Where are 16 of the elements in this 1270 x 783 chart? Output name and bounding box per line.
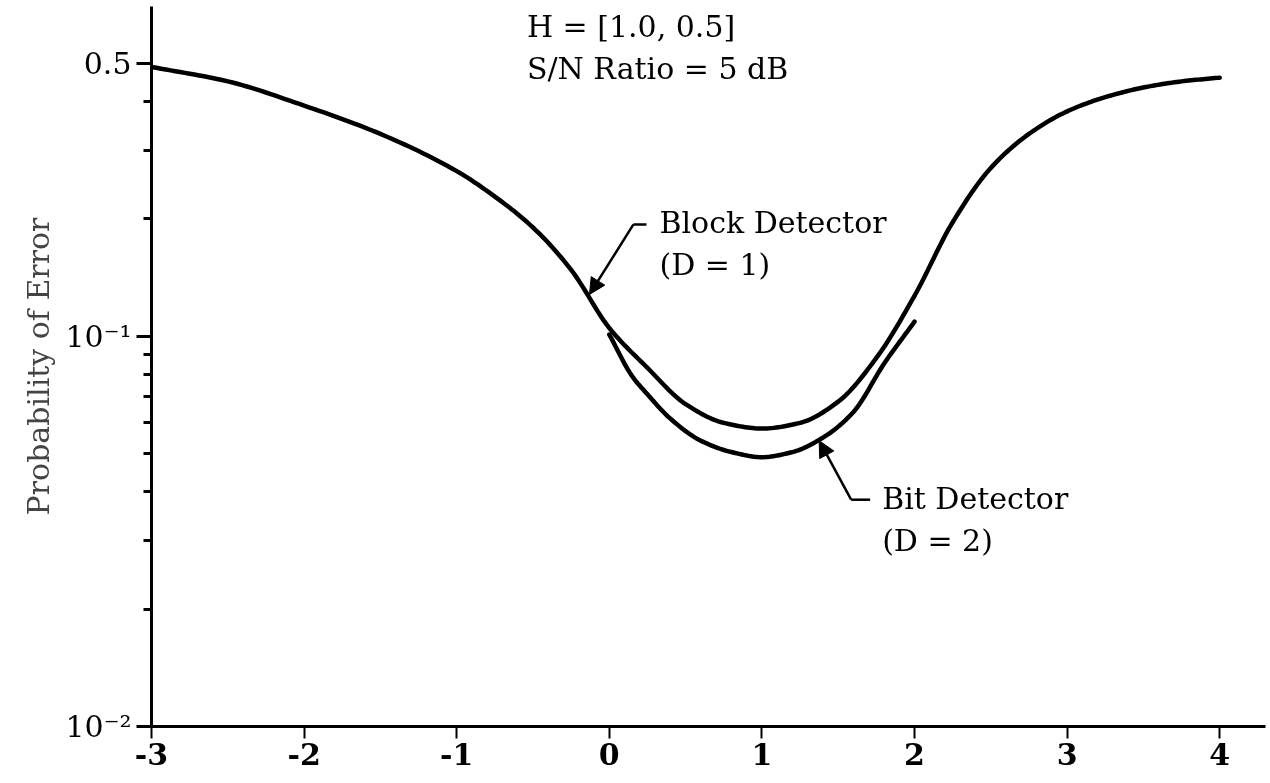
chart-title: H = [1.0, 0.5]: [526, 8, 736, 44]
x-tick-label: 4: [1209, 736, 1231, 772]
x-tick-label: -1: [440, 736, 474, 772]
y-tick-label: 10⁻²: [65, 709, 132, 744]
x-tick-label: -2: [287, 736, 321, 772]
annotation: Bit Detector (D = 2): [882, 480, 1069, 558]
annotation: Block Detector (D = 1): [659, 205, 888, 283]
text: S/N Ratio = 5 dB: [526, 50, 789, 86]
y-tick-label: 10⁻¹: [65, 318, 132, 354]
y-axis-title: Probability of Error: [21, 216, 57, 516]
y-tick-label: 0.5: [83, 46, 132, 82]
x-tick-label: 2: [904, 736, 925, 772]
x-tick-label: 0: [598, 736, 620, 772]
x-tick-label: 1: [751, 736, 773, 772]
x-tick-label: 3: [1056, 736, 1078, 772]
x-tick-label: -3: [134, 736, 169, 772]
